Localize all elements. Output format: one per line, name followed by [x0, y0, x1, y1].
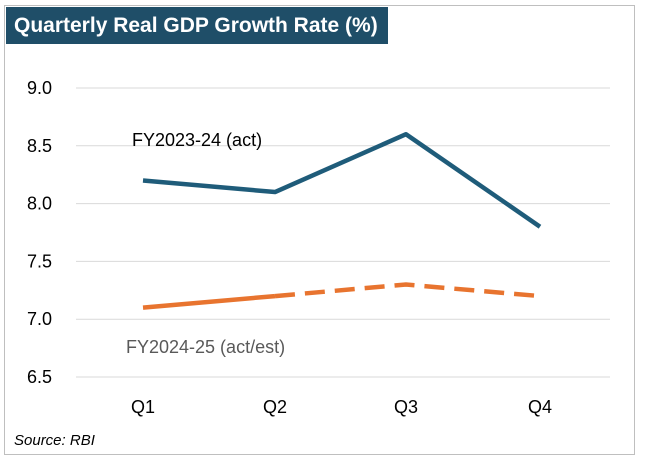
y-tick-label: 8.0 [27, 194, 52, 214]
y-tick-label: 7.5 [27, 251, 52, 271]
chart-title: Quarterly Real GDP Growth Rate (%) [6, 7, 388, 44]
series-line-1 [142, 293, 276, 310]
y-tick-label: 8.5 [27, 136, 52, 156]
chart-frame [4, 5, 635, 455]
y-tick-label: 6.5 [27, 367, 52, 387]
gridlines [76, 87, 610, 378]
y-tick-label: 9.0 [27, 78, 52, 98]
y-tick-labels: 6.5 7.0 7.5 8.0 8.5 9.0 [27, 78, 52, 387]
series-lines [142, 131, 542, 310]
series-line-0 [142, 131, 542, 229]
x-tick-label: Q2 [263, 397, 287, 417]
x-tick-label: Q4 [528, 397, 552, 417]
x-tick-labels: Q1 Q2 Q3 Q4 [131, 397, 552, 417]
y-tick-label: 7.0 [27, 309, 52, 329]
series-label-fy2024-25: FY2024-25 (act/est) [126, 337, 285, 357]
x-tick-label: Q1 [131, 397, 155, 417]
x-tick-label: Q3 [394, 397, 418, 417]
series-line-1-dashed [274, 282, 541, 299]
source-note: Source: RBI [14, 432, 95, 449]
series-label-fy2023-24: FY2023-24 (act) [132, 130, 262, 150]
